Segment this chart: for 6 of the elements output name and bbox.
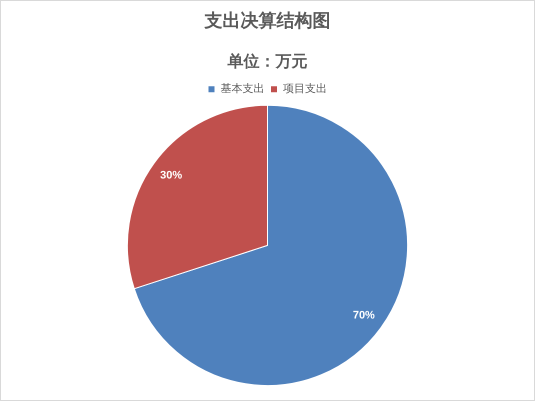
- legend-label: 项目支出: [283, 82, 327, 96]
- chart-title: 支出决算结构图: [204, 10, 330, 32]
- data-label: 30%: [160, 169, 182, 182]
- data-label: 70%: [352, 309, 376, 322]
- legend-label: 基本支出: [220, 82, 264, 96]
- chart-subtitle: 单位：万元: [226, 51, 308, 70]
